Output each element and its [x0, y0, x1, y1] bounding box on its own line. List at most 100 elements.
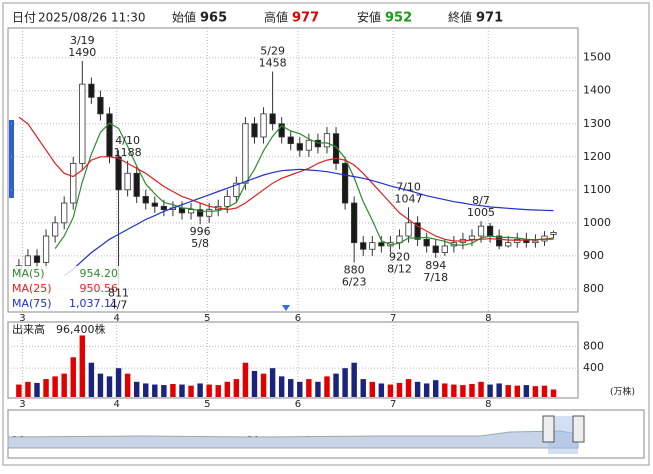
volume-bar [460, 385, 466, 397]
annotation-date: 8/7 [472, 194, 490, 207]
annotation-date: 7/10 [396, 180, 421, 193]
header-close-label: 終値 [448, 10, 472, 25]
volume-bar [387, 384, 394, 397]
volume-bar [288, 379, 294, 397]
candle-body [106, 113, 113, 158]
volume-bar [170, 384, 176, 397]
volume-bar [233, 379, 240, 397]
volume-bar [269, 368, 276, 397]
candle-body [79, 83, 86, 164]
volume-bar [206, 384, 212, 397]
volume-bar [505, 385, 511, 397]
volume-bar [179, 384, 185, 397]
candle-body [432, 245, 439, 253]
annotation-date: 6/23 [342, 275, 367, 288]
volume-bar [16, 384, 22, 397]
candle-body [224, 196, 231, 207]
volume-bar [61, 373, 67, 397]
volume-bar [451, 384, 457, 397]
candle-body [296, 143, 303, 151]
volume-bar [378, 383, 385, 397]
volume-bar [88, 362, 95, 397]
annotation-value: 920 [389, 250, 410, 263]
volume-panel [7, 321, 579, 399]
candle-body [287, 136, 294, 144]
volume-bar [523, 385, 530, 397]
candle-body [441, 245, 448, 253]
candle-body [151, 202, 158, 207]
header-open: 965 [200, 11, 227, 26]
annotation-date: 4/7 [110, 298, 128, 311]
x-tick-label: 3 [19, 399, 25, 410]
candle-body [269, 113, 276, 125]
x-tick-label: 3 [19, 313, 25, 324]
candle-body [61, 202, 68, 224]
header-low-label: 安値 [357, 10, 381, 25]
volume-bar [34, 382, 40, 397]
volume-bar [115, 368, 122, 397]
current-marker [282, 305, 290, 311]
volume-bar [152, 384, 158, 397]
legend-value: 954.20 [80, 267, 119, 280]
volume-bar [97, 373, 104, 397]
volume-bar [478, 381, 484, 397]
volume-bar [396, 382, 403, 397]
annotation-value: 880 [344, 263, 365, 276]
candle-body [33, 255, 41, 263]
y-tick-label: 1000 [583, 216, 611, 229]
candle-body [251, 123, 258, 138]
x-tick-label: 4 [114, 313, 120, 324]
y-tick-label: 1200 [583, 150, 611, 163]
header-high: 977 [292, 11, 319, 26]
volume-bar [541, 385, 548, 397]
annotation-value: 1005 [467, 206, 495, 219]
x-tick-label: 6 [295, 313, 301, 324]
volume-bar [442, 383, 448, 397]
volume-bar [342, 368, 348, 397]
volume-bar [106, 376, 113, 397]
volume-bar [433, 380, 439, 397]
candle-body [369, 242, 376, 250]
navigator-handle[interactable] [572, 415, 585, 443]
candle-body [532, 240, 539, 244]
y-tick-label: 1500 [583, 51, 611, 64]
navigator-panel [7, 409, 645, 459]
legend-value: 1,037.11 [69, 297, 118, 310]
ma-legend-bg [10, 266, 120, 310]
volume-bar [251, 370, 258, 397]
y-tick-label: 1100 [583, 183, 611, 196]
annotation-value: 811 [108, 286, 129, 299]
navigator-area [7, 430, 579, 449]
x-tick-label: 8 [485, 313, 491, 324]
candle-body [52, 222, 59, 237]
navigator-handle[interactable] [542, 415, 555, 443]
candle-body [514, 238, 521, 244]
volume-bar [161, 385, 167, 397]
annotation-value: 1047 [395, 192, 423, 205]
volume-bar [215, 385, 221, 397]
volume-unit: (万株) [610, 386, 635, 398]
ma-line [63, 168, 554, 277]
header-low: 952 [385, 11, 412, 26]
volume-bar [315, 381, 321, 397]
volume-bar [360, 379, 366, 397]
candle-body [115, 156, 122, 191]
candle-body [278, 123, 285, 138]
candle-body [405, 222, 412, 237]
candle-body [206, 209, 213, 217]
candle-body [351, 202, 358, 244]
candle-body [332, 133, 340, 164]
volume-bar [278, 376, 285, 397]
x-tick-label: 5 [204, 399, 210, 410]
volume-bar [188, 385, 194, 397]
volume-bar [550, 389, 557, 397]
volume-bar [124, 373, 131, 397]
annotation-date: 3/19 [70, 34, 95, 47]
candle-body [550, 232, 557, 235]
annotation-date: 5/29 [260, 45, 285, 58]
volume-bar [414, 381, 421, 397]
header-high-label: 高値 [264, 10, 288, 25]
candle-body [486, 225, 494, 237]
candle-body [88, 83, 95, 98]
